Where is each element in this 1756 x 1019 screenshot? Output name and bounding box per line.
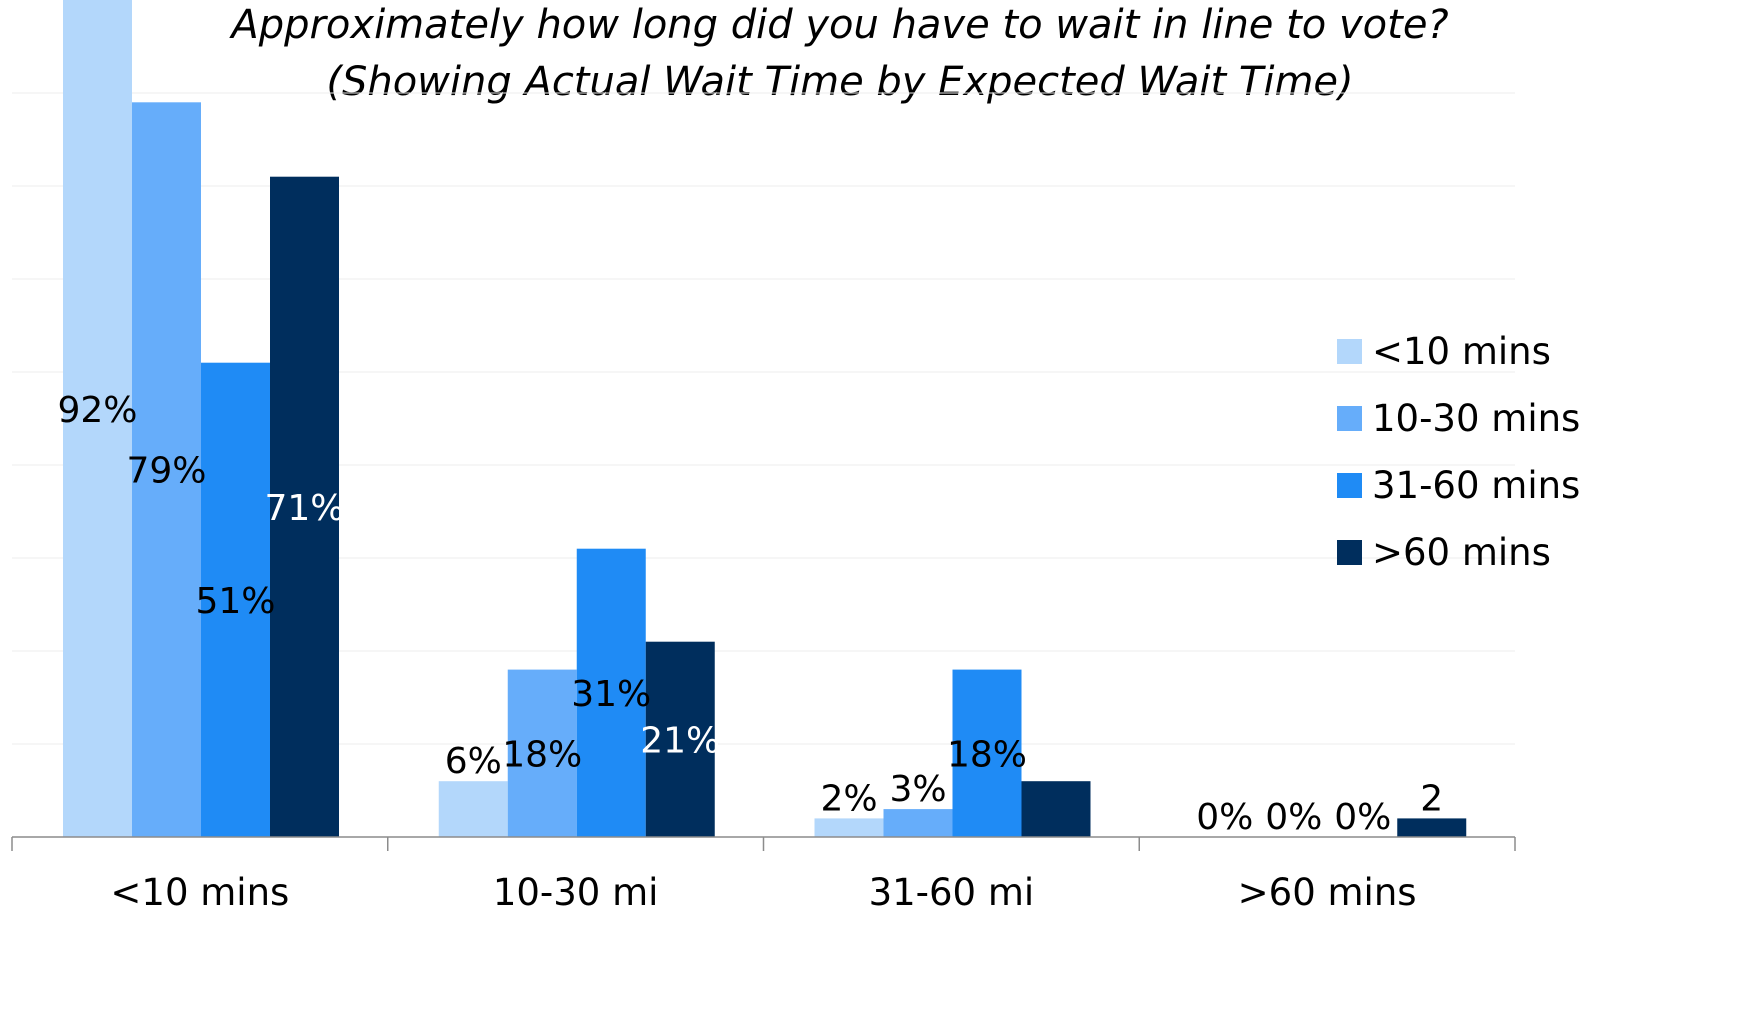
x-axis	[11, 836, 1516, 851]
data-label: 92%	[57, 390, 137, 431]
data-label: 31%	[571, 674, 651, 715]
legend-swatch	[1337, 540, 1362, 565]
data-label: 51%	[195, 581, 275, 622]
bar	[814, 818, 884, 837]
bar	[132, 102, 201, 838]
data-label: 3%	[889, 769, 946, 810]
bar	[576, 548, 646, 837]
data-label: 0%	[1334, 797, 1391, 838]
legend-swatch	[1337, 406, 1362, 431]
legend-label: 31-60 mins	[1372, 464, 1580, 507]
data-label: 2%	[820, 778, 877, 819]
category-label: <10 mins	[110, 871, 289, 914]
chart-subtitle: (Showing Actual Wait Time by Expected Wa…	[326, 59, 1353, 105]
bars	[63, 0, 1467, 838]
bar	[1397, 818, 1467, 837]
bar	[63, 0, 132, 837]
bar	[952, 669, 1022, 837]
legend: <10 mins 10-30 mins 31-60 mins >60 mins	[1337, 330, 1580, 574]
chart-title: Approximately how long did you have to w…	[228, 2, 1448, 48]
chart-titles: Approximately how long did you have to w…	[228, 2, 1448, 105]
bar	[645, 641, 715, 837]
category-label: >60 mins	[1238, 871, 1417, 914]
data-label: 0%	[1196, 797, 1253, 838]
legend-label: 10-30 mins	[1372, 397, 1580, 440]
data-label: 79%	[126, 451, 206, 492]
legend-swatch	[1337, 473, 1362, 498]
bar	[1021, 781, 1091, 837]
data-label: 6%	[1027, 741, 1084, 782]
bar	[507, 669, 577, 837]
legend-label: <10 mins	[1372, 330, 1551, 373]
bar	[883, 809, 953, 837]
data-label: 18%	[947, 734, 1027, 775]
data-label: 2	[1420, 778, 1443, 819]
data-labels: 92%79%51%71%6% 18%31%21%2% 3%18% 6%0% 0% 0% 2	[57, 390, 1443, 838]
data-label: 6%	[445, 741, 502, 782]
category-labels: <10 mins 10-30 mi 31-60 mi >60 mins	[110, 871, 1416, 914]
category-label: 10-30 mi	[493, 871, 659, 914]
bar	[201, 362, 270, 837]
data-label: 71%	[264, 488, 344, 529]
data-label: 18%	[502, 734, 582, 775]
data-label: 0%	[1265, 797, 1322, 838]
bar	[438, 781, 508, 837]
bar	[270, 176, 339, 837]
legend-swatch	[1337, 339, 1362, 364]
data-label: 21%	[640, 720, 720, 761]
category-label: 31-60 mi	[869, 871, 1035, 914]
legend-label: >60 mins	[1372, 531, 1551, 574]
